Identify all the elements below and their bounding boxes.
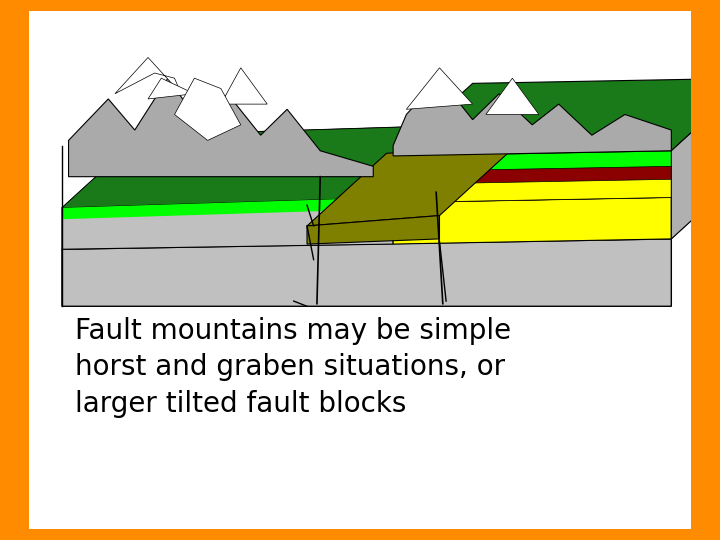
Polygon shape [671,78,720,239]
Polygon shape [393,179,671,202]
Polygon shape [307,143,519,226]
Polygon shape [62,166,720,249]
Polygon shape [393,78,720,156]
Polygon shape [393,151,671,172]
Polygon shape [62,198,393,219]
Polygon shape [393,78,671,156]
Polygon shape [68,78,373,177]
Polygon shape [393,125,720,202]
Polygon shape [221,68,267,104]
Polygon shape [406,68,472,109]
Polygon shape [174,78,240,140]
Polygon shape [307,215,439,244]
Polygon shape [62,125,472,208]
Polygon shape [62,198,393,249]
Polygon shape [486,78,539,114]
Polygon shape [393,198,671,244]
Polygon shape [393,107,720,185]
Polygon shape [393,94,720,172]
Polygon shape [115,57,181,94]
Polygon shape [148,78,194,99]
Polygon shape [393,166,671,185]
Polygon shape [62,125,472,208]
Text: Fault mountains may be simple
horst and graben situations, or
larger tilted faul: Fault mountains may be simple horst and … [75,316,511,418]
Polygon shape [62,239,671,306]
